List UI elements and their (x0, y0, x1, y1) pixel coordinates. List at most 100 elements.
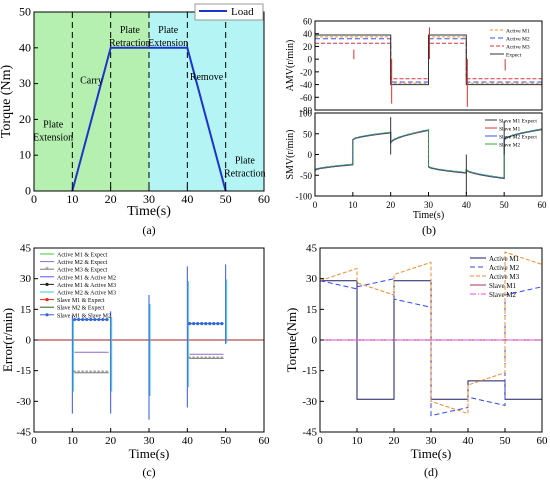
x-tick-label: 50 (220, 435, 232, 447)
error-marker (196, 322, 200, 326)
legend-label: Active M2 & Expect (57, 260, 107, 266)
phase-annotation: Retraction (109, 38, 151, 49)
y-axis-label: Error(r/min) (0, 308, 15, 372)
x-tick-label: 60 (538, 200, 548, 210)
legend-label: Active M3 & Expect (57, 268, 107, 274)
x-axis-label: Time(s) (127, 204, 171, 219)
background-region (149, 12, 264, 191)
y-tick-label: 15 (20, 304, 32, 316)
legend-label: Expect (506, 53, 522, 59)
amv-series-line (315, 34, 542, 86)
y-tick-label: 40 (303, 29, 313, 39)
error-marker (101, 317, 105, 322)
error-marker (192, 322, 196, 326)
smv-series-line (314, 128, 543, 179)
error-marker (188, 322, 192, 326)
legend-label: Slave M1 (499, 127, 520, 133)
x-tick-label: 10 (348, 200, 358, 210)
panel-label: (d) (424, 465, 438, 479)
error-marker: * (220, 355, 224, 363)
x-tick-label: 0 (313, 200, 318, 210)
background-region (34, 12, 149, 191)
phase-annotation: Retraction (224, 169, 266, 180)
error-marker: * (196, 355, 200, 363)
torque-series-line (319, 251, 543, 415)
legend-label: Slave M2 (499, 143, 520, 149)
legend-label: Active M2 (489, 264, 520, 272)
legend-label: Load (231, 6, 254, 18)
x-tick-label: 20 (105, 192, 117, 206)
y-tick-label: 0 (312, 335, 318, 347)
legend-label: Slave M2 Expect (499, 135, 537, 141)
x-axis-label: Time(s) (411, 446, 452, 461)
y-tick-label: -50 (300, 171, 312, 181)
torque-series-line (319, 278, 543, 417)
phase-annotation: Plate (120, 25, 141, 36)
error-marker: * (188, 355, 192, 363)
error-marker: * (101, 369, 105, 377)
y-tick-label: -15 (16, 365, 31, 377)
panel-d-torque-chart: 0 10 20 30 40 50 60 45 30 15 0 -15 -30 -45 Time(s) Torq… (284, 243, 548, 480)
x-tick-label: 60 (537, 435, 549, 447)
y-tick-label: 15 (306, 304, 318, 316)
y-tick-label: -45 (302, 427, 317, 439)
x-axis-label: Time(s) (129, 446, 170, 461)
y-tick-label: -30 (302, 396, 317, 408)
y-tick-label: 20 (303, 42, 313, 52)
y-tick-label: 40 (19, 40, 31, 54)
error-marker: * (85, 369, 89, 377)
legend-marker (45, 282, 49, 286)
y-tick-label: 0 (308, 150, 313, 160)
error-marker (216, 322, 220, 326)
y-tick-label: -40 (300, 80, 312, 90)
y-tick-label: 20 (19, 112, 31, 126)
y-tick-label: 30 (306, 273, 318, 285)
y-tick-label: 0 (26, 335, 32, 347)
x-tick-label: 0 (317, 435, 323, 447)
x-tick-label: 10 (352, 435, 364, 447)
x-tick-label: 40 (463, 435, 475, 447)
x-axis-label: Time(s) (413, 210, 444, 221)
legend-marker: * (45, 266, 49, 274)
y-tick-label: 0 (308, 55, 313, 65)
legend-label: Slave M1 Expect (499, 119, 537, 125)
error-marker (77, 317, 81, 322)
panel-b-smv-chart: 0 10 20 30 40 50 60 100 50 0 -50 -100 Time(s) SMV(r/m… (285, 109, 547, 238)
error-marker (220, 322, 224, 326)
legend-label: Active M2 & Active M3 (57, 291, 116, 297)
legend-label: Active M1 (506, 29, 530, 35)
x-tick-label: 30 (143, 192, 155, 206)
x-tick-label: 40 (182, 435, 194, 447)
x-tick-label: 50 (500, 435, 512, 447)
x-tick-label: 10 (67, 435, 79, 447)
phase-annotation: Plate (235, 156, 256, 167)
legend-marker (45, 298, 49, 302)
y-tick-label: 0 (25, 184, 31, 198)
error-marker (208, 322, 212, 326)
error-marker (212, 322, 216, 326)
error-marker (73, 317, 77, 322)
y-tick-label: -60 (300, 93, 312, 103)
y-tick-label: 45 (20, 243, 32, 255)
plot-frame (314, 20, 543, 111)
error-marker (81, 317, 85, 322)
panel-b-amv-chart: 60 40 20 0 -20 -40 -60 -80 AMV(r/min) Active M1 Ac… (285, 17, 543, 116)
error-marker (97, 317, 101, 322)
load-series-line (71, 46, 227, 192)
error-marker: * (212, 355, 216, 363)
y-tick-label: 60 (303, 17, 313, 27)
error-marker (93, 317, 97, 322)
legend-label: Active M3 (489, 273, 520, 281)
x-tick-label: 20 (105, 435, 117, 447)
y-axis-label: Torque(Nm) (284, 308, 299, 373)
error-marker: * (105, 369, 109, 377)
y-tick-label: -20 (300, 67, 312, 77)
y-tick-label: 10 (19, 148, 31, 162)
error-marker: * (89, 369, 93, 377)
x-tick-label: 60 (259, 435, 271, 447)
y-tick-label: 30 (20, 273, 32, 285)
x-tick-label: 40 (462, 200, 472, 210)
legend-label: Active M1 & Active M2 (57, 275, 116, 281)
phase-annotation: Extension (148, 38, 188, 49)
